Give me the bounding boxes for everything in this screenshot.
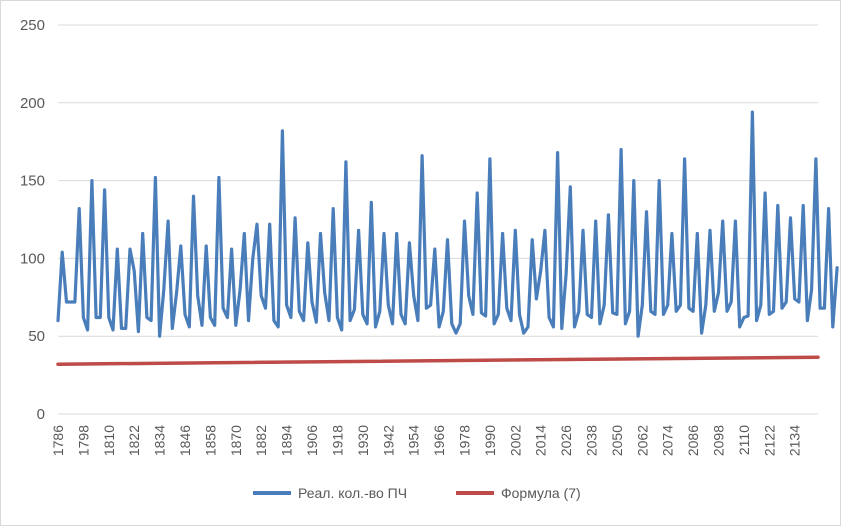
x-tick-label: 1918 [329,425,345,456]
x-tick-label: 1942 [380,425,396,456]
series-lines [56,110,839,366]
x-tick-label: 2122 [761,425,777,456]
x-tick-label: 1906 [304,425,320,456]
x-tick-label: 1846 [177,425,193,456]
y-tick-label: 50 [28,328,45,345]
x-tick-label: 2062 [634,425,650,456]
y-tick-label: 100 [20,250,45,267]
x-tick-label: 1870 [228,425,244,456]
y-tick-label: 150 [20,173,45,190]
legend-label-series-2: Формула (7) [501,485,581,501]
x-tick-label: 1978 [456,425,472,456]
x-tick-label: 1786 [50,425,66,456]
x-tick-label: 2038 [583,425,599,456]
x-tick-label: 2014 [533,425,549,456]
y-tick-label: 200 [20,95,45,112]
x-tick-label: 1822 [126,425,142,456]
x-tick-label: 1810 [101,425,117,456]
x-tick-label: 2002 [507,425,523,456]
x-tick-label: 1882 [253,425,269,456]
x-tick-label: 1966 [431,425,447,456]
x-tick-label: 2098 [711,425,727,456]
series-line-1 [56,110,839,338]
series-line-2 [56,355,820,366]
y-tick-label: 0 [37,406,45,423]
x-tick-label: 2134 [787,425,803,456]
y-tick-label: 250 [20,17,45,34]
legend-label-series-1: Реал. кол.-во ПЧ [298,485,407,501]
legend: Реал. кол.-во ПЧ Формула (7) [253,485,581,501]
gridlines [58,24,818,337]
x-tick-label: 2026 [558,425,574,456]
x-tick-label: 2110 [736,425,752,455]
x-tick-label: 2086 [685,425,701,456]
x-axis-tick-labels: 1786 1798 1810 1822 1834 1846 1858 1870 1882 1894… [50,425,803,456]
x-tick-label: 1954 [406,425,422,456]
x-tick-label: 1930 [355,425,371,456]
x-tick-label: 1894 [279,425,295,456]
x-tick-label: 2050 [609,425,625,456]
x-tick-label: 1858 [202,425,218,456]
x-tick-label: 1798 [75,425,91,456]
y-axis-tick-labels: 0 50 100 150 200 250 [20,17,45,423]
x-tick-label: 2074 [660,425,676,456]
x-tick-label: 1990 [482,425,498,456]
x-tick-label: 1834 [152,425,168,456]
